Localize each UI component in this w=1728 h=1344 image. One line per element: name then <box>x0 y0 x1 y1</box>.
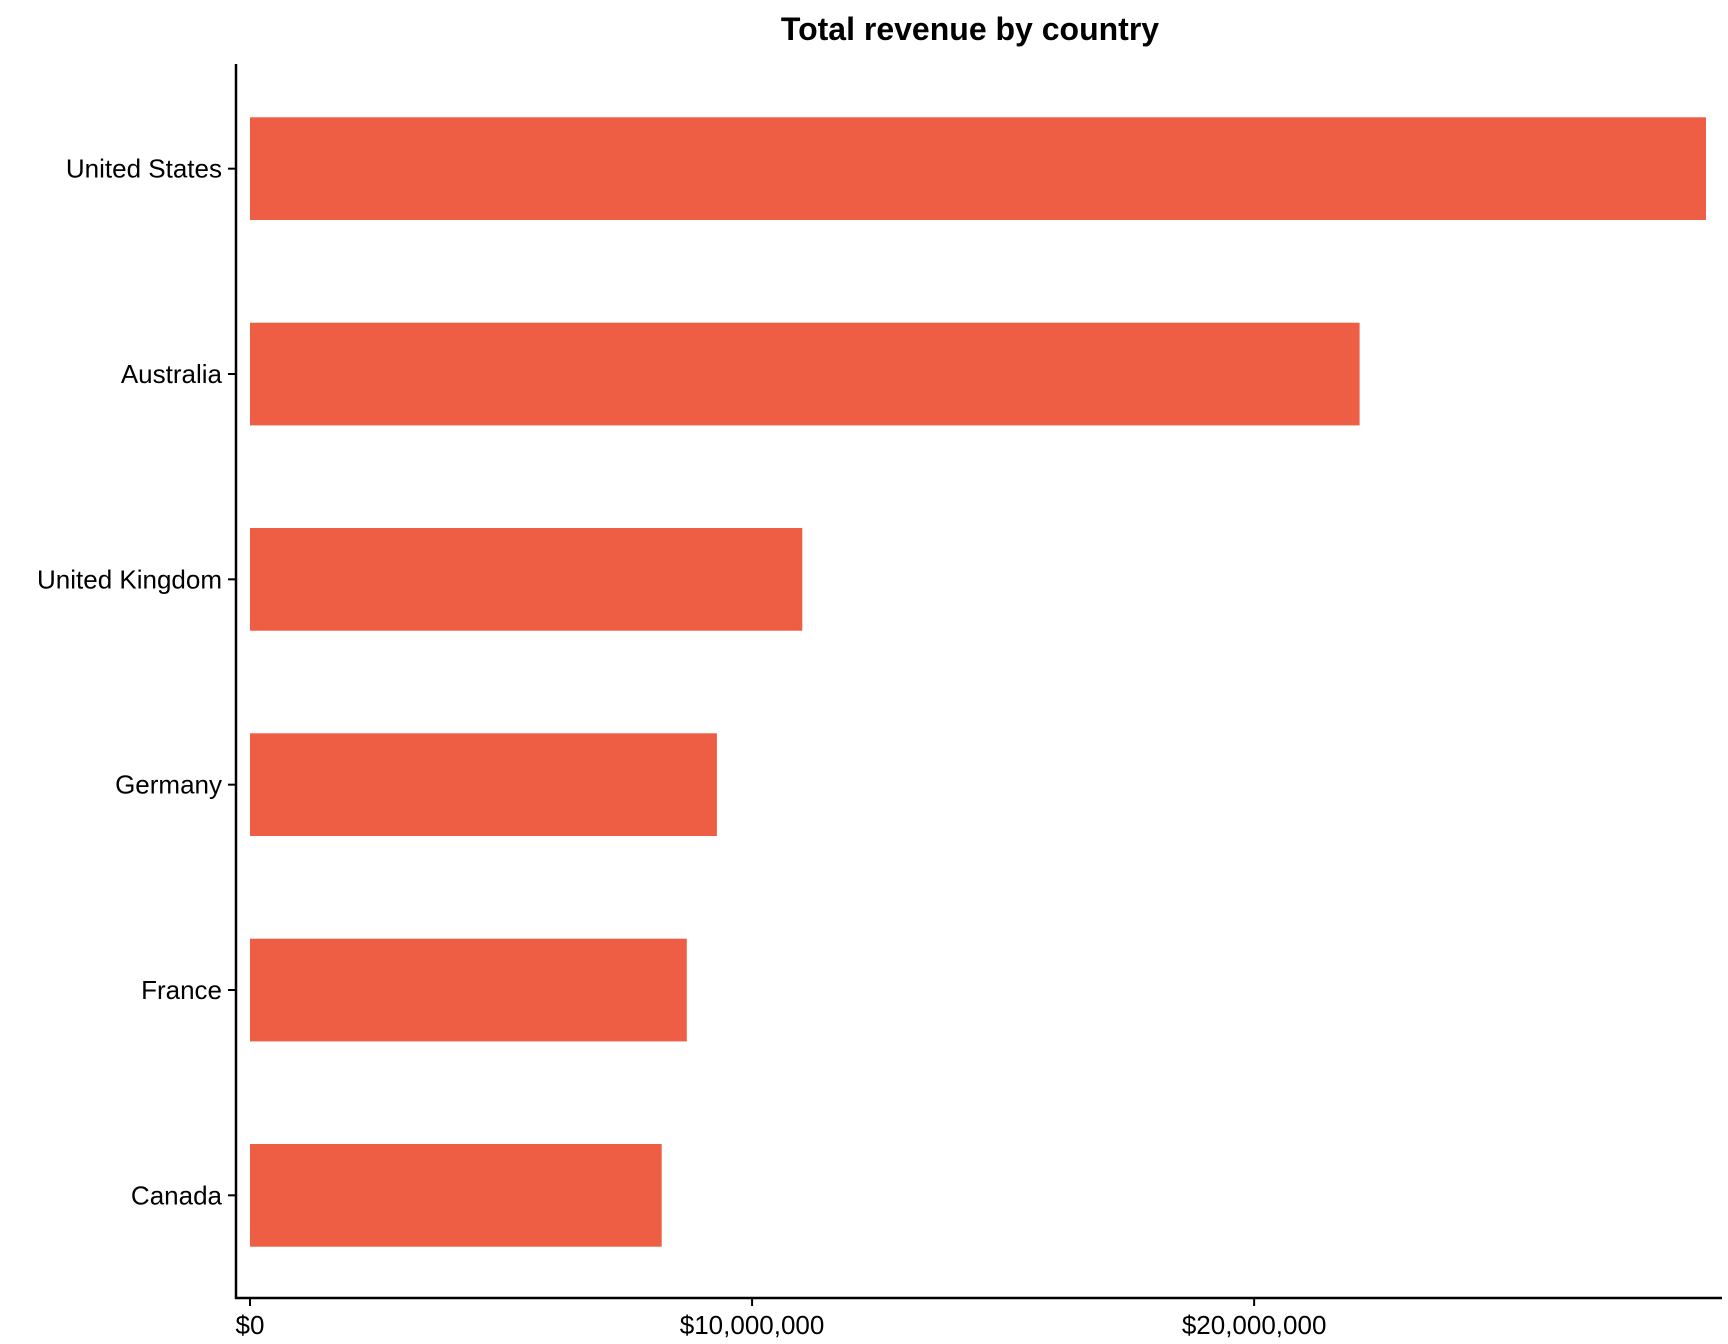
bars-group <box>250 117 1706 1247</box>
y-tick-label: Australia <box>121 359 223 389</box>
bar-france <box>250 938 687 1042</box>
bar-canada <box>250 1144 662 1247</box>
bar-united-states <box>250 117 1706 220</box>
y-axis: United States Australia United Kingdom Germ… <box>37 64 238 1299</box>
x-axis: $0 $10,000,000 $20,000,000 <box>235 1296 1722 1340</box>
x-tick-label: $10,000,000 <box>680 1310 825 1340</box>
y-tick-label: United States <box>66 154 222 184</box>
bar-australia <box>250 322 1360 426</box>
y-tick-label: France <box>141 975 222 1005</box>
y-tick-label: United Kingdom <box>37 564 222 594</box>
y-tick-label: Canada <box>131 1180 223 1210</box>
bar-germany <box>250 733 717 836</box>
chart-title: Total revenue by country <box>781 11 1159 47</box>
bar-united-kingdom <box>250 528 803 631</box>
y-tick-label: Germany <box>115 770 222 800</box>
x-tick-label: $20,000,000 <box>1182 1310 1327 1340</box>
x-tick-label: $0 <box>236 1310 265 1340</box>
